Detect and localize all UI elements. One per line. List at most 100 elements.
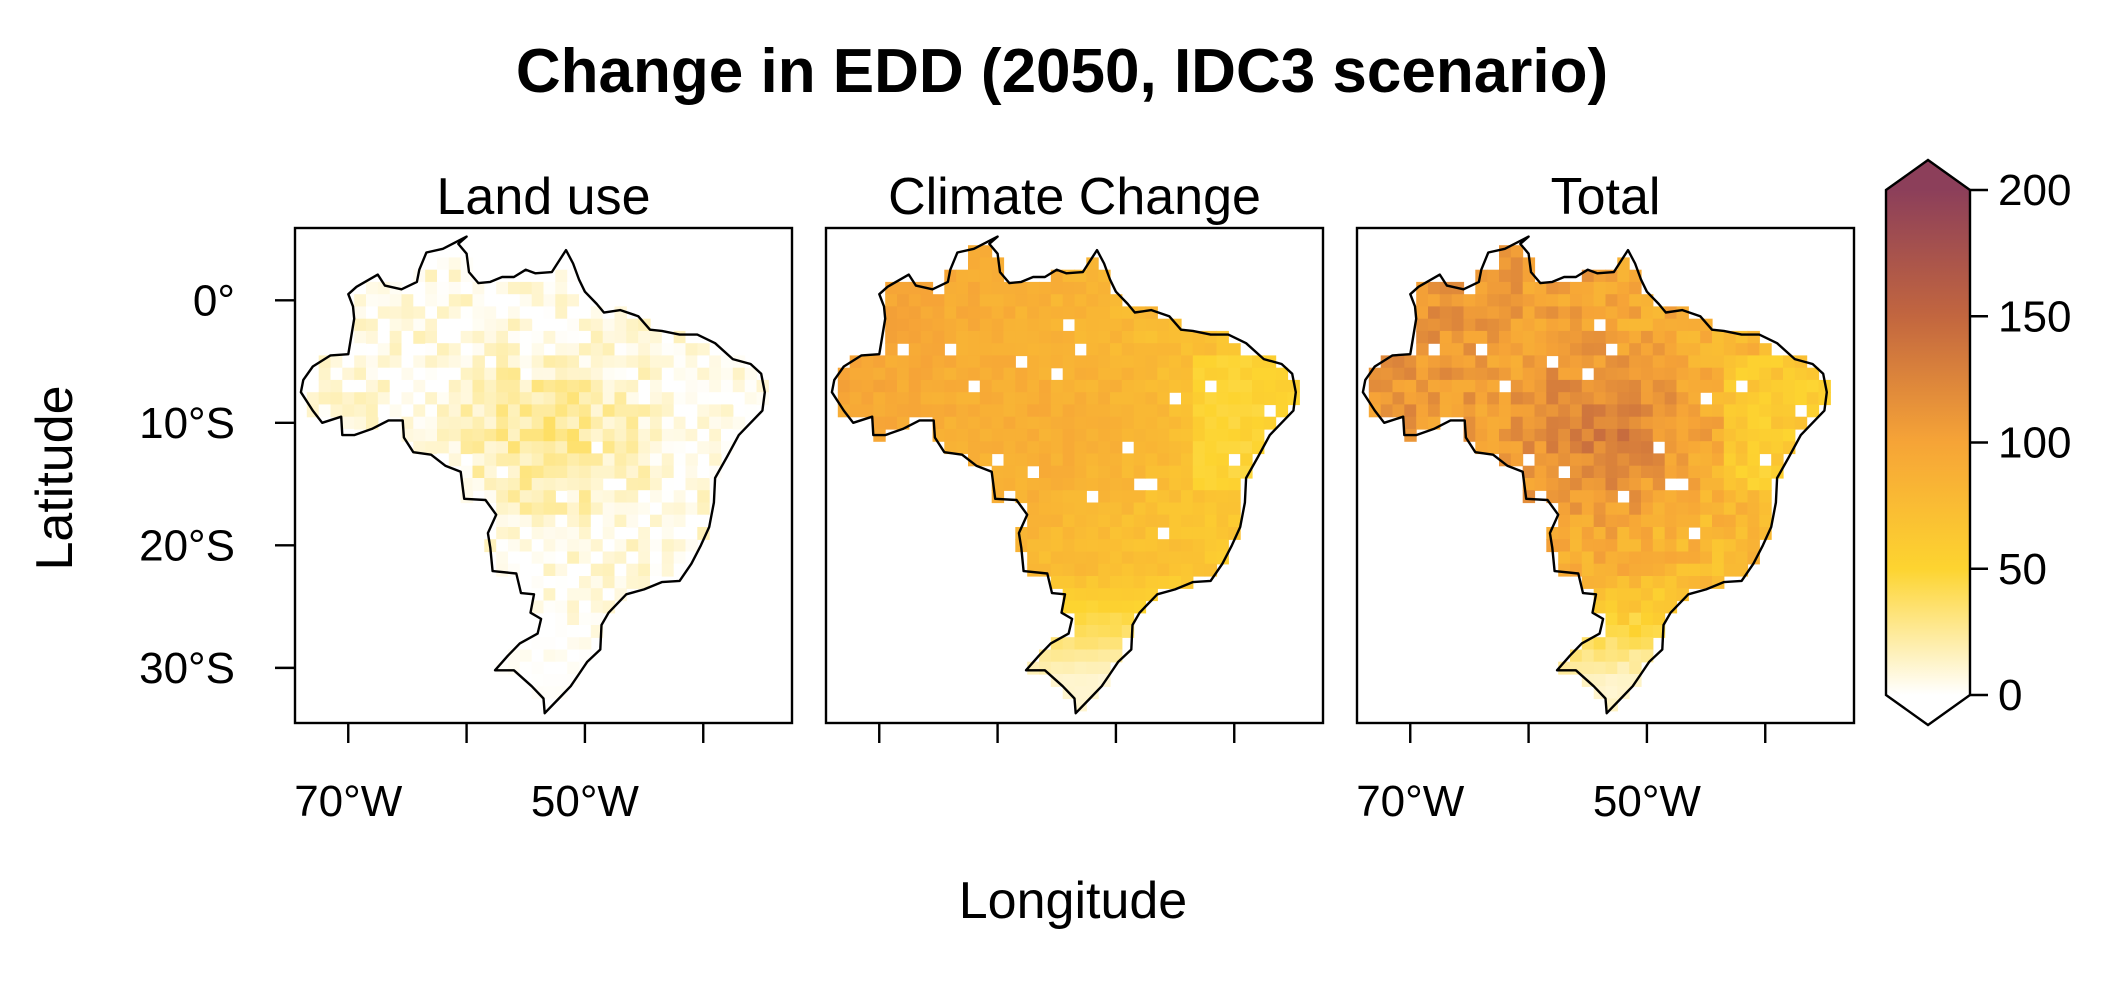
raster-cell: [1522, 367, 1536, 381]
raster-cell: [1747, 392, 1760, 406]
raster-cell: [1133, 428, 1147, 442]
raster-cell: [685, 502, 698, 516]
raster-cell: [590, 465, 604, 479]
raster-cell: [1275, 379, 1289, 393]
raster-cell: [531, 441, 545, 455]
raster-cell: [448, 318, 462, 332]
raster-cell: [1723, 441, 1737, 455]
panel-climate-change: Climate Change: [824, 168, 1325, 743]
raster-cell: [1558, 355, 1571, 369]
raster-cell: [579, 612, 592, 626]
raster-cell: [1593, 428, 1607, 442]
raster-cell: [1735, 514, 1749, 528]
raster-cell: [614, 343, 627, 357]
raster-cell: [519, 551, 533, 565]
raster-cell: [1463, 379, 1476, 393]
raster-cell: [1605, 392, 1618, 406]
raster-cell: [496, 306, 509, 320]
raster-cell: [1688, 392, 1701, 406]
raster-cell: [968, 257, 981, 271]
raster-cell: [1629, 404, 1642, 418]
raster-cell: [1050, 478, 1064, 491]
raster-cell: [531, 465, 545, 479]
raster-cell: [484, 330, 497, 344]
raster-cell: [897, 330, 910, 344]
raster-cell: [1570, 428, 1583, 442]
raster-cell: [1510, 404, 1524, 418]
raster-cell: [1098, 649, 1111, 663]
raster-cell: [1240, 441, 1253, 455]
raster-cell: [1451, 294, 1465, 308]
x-axis-label: Longitude: [959, 872, 1187, 930]
raster-cell: [1688, 330, 1701, 344]
raster-cell: [1522, 465, 1536, 479]
raster-cell: [1676, 416, 1689, 430]
raster-cell: [1086, 355, 1099, 369]
y-tick-label: 10°S: [139, 399, 235, 448]
raster-cell: [1015, 379, 1028, 393]
raster-cell: [885, 306, 898, 320]
raster-cell: [1487, 428, 1500, 442]
raster-cell: [472, 318, 485, 332]
raster-cell: [1617, 514, 1630, 528]
raster-cell: [1015, 404, 1028, 418]
raster-cell: [1652, 379, 1666, 393]
raster-cell: [1641, 637, 1654, 651]
raster-cell: [519, 478, 533, 491]
raster-cell: [1086, 674, 1099, 687]
raster-cell: [389, 392, 403, 406]
raster-cell: [1157, 404, 1170, 418]
raster-cell: [1593, 330, 1607, 344]
raster-cell: [1098, 637, 1111, 651]
raster-cell: [979, 281, 993, 295]
raster-cell: [1169, 563, 1182, 577]
raster-cell: [543, 306, 556, 320]
raster-cell: [673, 453, 687, 467]
raster-cell: [1287, 392, 1300, 406]
raster-cell: [1700, 514, 1713, 528]
raster-cell: [661, 502, 675, 516]
raster-cell: [1157, 416, 1170, 430]
raster-cell: [979, 392, 993, 406]
raster-cell: [1181, 502, 1194, 516]
raster-cell: [1712, 490, 1725, 504]
brazil-outline: [830, 235, 1297, 715]
raster-cell: [614, 527, 627, 540]
raster-cell: [1181, 355, 1194, 369]
raster-cell: [1629, 514, 1642, 528]
raster-cell: [567, 343, 580, 357]
raster-cell: [354, 355, 367, 369]
raster-cell: [709, 355, 722, 369]
raster-cell: [673, 490, 687, 504]
raster-cell: [531, 404, 545, 418]
raster-cell: [590, 600, 604, 614]
raster-cell: [1629, 551, 1642, 565]
raster-cell: [1050, 318, 1064, 332]
raster-cell: [567, 661, 580, 675]
raster-cell: [1451, 318, 1465, 332]
raster-cell: [1605, 674, 1618, 687]
raster-cell: [1641, 465, 1654, 479]
raster-cell: [1605, 281, 1618, 295]
raster-cell: [1157, 453, 1170, 467]
raster-cell: [1086, 563, 1099, 577]
raster-cell: [555, 514, 568, 528]
raster-cell: [626, 502, 639, 516]
raster-cell: [1581, 490, 1595, 504]
raster-cell: [1228, 465, 1241, 479]
raster-cell: [1110, 600, 1123, 614]
raster-cell: [1145, 330, 1158, 344]
raster-cell: [1451, 379, 1465, 393]
raster-cell: [1735, 367, 1749, 381]
raster-cell: [1003, 453, 1016, 467]
raster-cell: [1629, 612, 1642, 626]
raster-cell: [1027, 490, 1040, 504]
raster-cell: [318, 404, 332, 418]
raster-cell: [1676, 490, 1689, 504]
raster-cell: [1570, 392, 1583, 406]
raster-cell: [1617, 539, 1630, 553]
raster-cell: [1759, 490, 1772, 504]
raster-cell: [1475, 330, 1488, 344]
raster-cell: [1204, 453, 1218, 467]
raster-cell: [437, 367, 450, 381]
